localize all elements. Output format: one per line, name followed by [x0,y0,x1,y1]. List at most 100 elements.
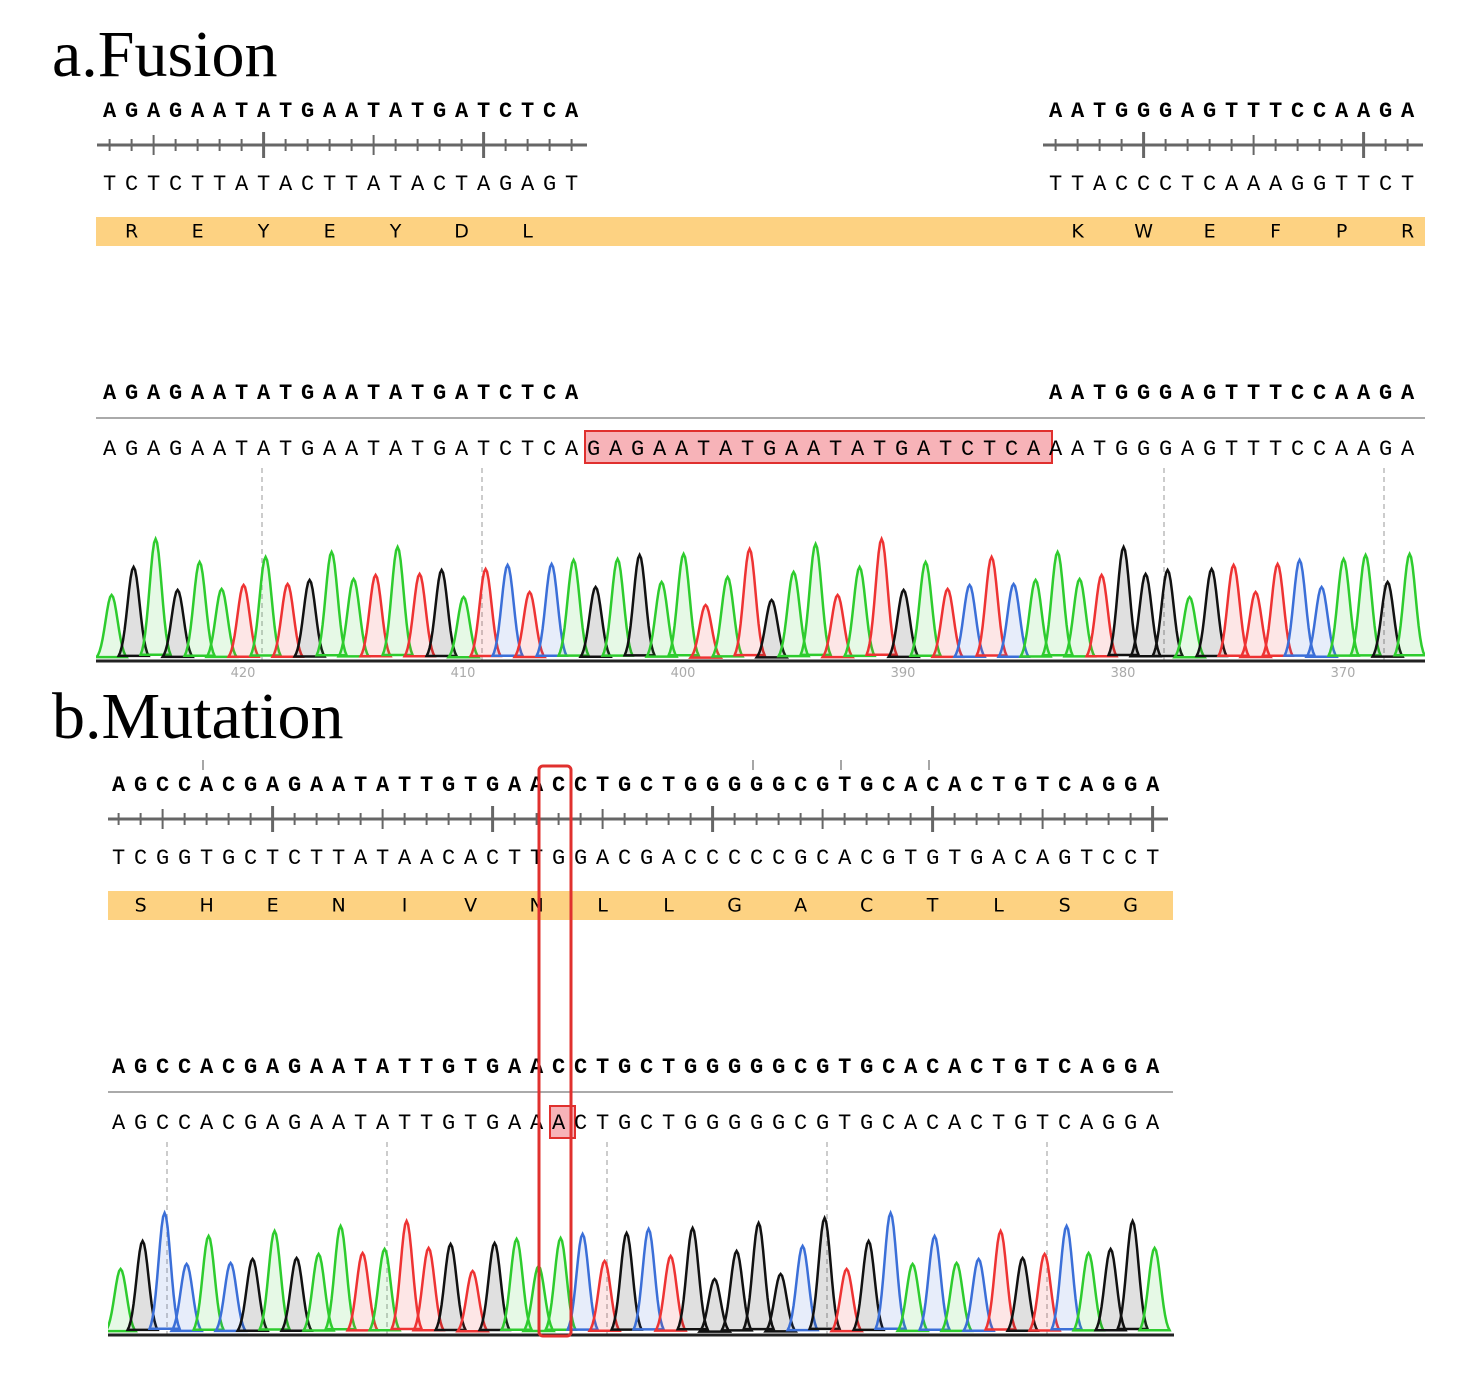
amino-acid: P [1336,221,1347,243]
trace-peak [96,592,129,659]
trace-peak [160,587,195,659]
amino-acid: R [1401,221,1414,243]
amino-acid: W [1134,221,1153,243]
aligned-reference: AATGGGAGTTTCCAAGA [1049,381,1423,406]
amino-acid: L [522,221,533,243]
trace-peak [785,1243,820,1332]
trace-peak [732,545,767,657]
position-label: 410 [451,666,476,681]
trace-peak [807,1214,842,1331]
read-sequence: CTGCTGGGGGCGTGCACACTGTCAGGA [574,1111,1168,1136]
amino-acid: L [993,895,1004,917]
position-label: 400 [671,666,696,681]
trace-peak [829,1266,864,1333]
amino-acid: V [464,895,477,917]
panel-title: b.Mutation [52,680,344,753]
panel-title: a.Fusion [52,18,278,91]
amino-acid: N [331,895,345,917]
position-label: 390 [891,666,916,681]
amino-acid: R [125,221,138,243]
trace-peak [952,582,987,658]
insertion-highlight [584,430,1053,464]
mutation-panel: AGCCACGAGAATATTGTGAA C CTGCTGGGGGCGTGCACAC… [108,760,1174,1337]
trace-peak [754,598,789,659]
trace-peak [1392,550,1425,657]
amino-acid: N [529,895,543,917]
amino-acid: I [402,895,408,917]
trace-peak [1238,589,1273,659]
trace-peak [675,1224,710,1331]
read-variant: A [552,1111,574,1136]
trace-peak [1084,572,1119,658]
amino-acid: L [597,895,608,917]
trace-peak [1137,1245,1172,1332]
trace-peak [235,1256,270,1332]
reference-top-strand: AATGGGAGTTTCCAAGA [1049,99,1423,124]
translation-bar [108,891,1173,920]
trace-peak [798,540,833,657]
trace-peak [820,592,855,659]
amino-acid: T [926,895,939,917]
position-label: 370 [1331,666,1356,681]
trace-peak [587,1258,622,1333]
amino-acid: E [267,895,279,917]
amino-acid: S [135,895,147,917]
trace-peak [446,594,481,659]
trace-peak [455,1268,490,1333]
amino-acid: K [1071,221,1084,243]
trace-peak [776,569,811,658]
read-sequence: AGCCACGAGAATATTGTGAA [112,1111,552,1136]
translation-bar [96,217,1425,246]
trace-peak [688,603,724,659]
amino-acid: A [794,895,807,917]
read-sequence: AATGGGAGTTTCCAAGA [1049,437,1423,462]
amino-acid: E [1204,221,1216,243]
trace-peak [1172,594,1207,659]
trace-peak [578,584,613,659]
trace-peak [108,1266,138,1333]
trace-peak [864,535,899,656]
trace-peak [961,1256,996,1332]
trace-peak [719,1248,754,1332]
trace-peak [710,574,745,658]
trace-peak [1027,1251,1062,1332]
reference-bottom-strand: TCTCTTATACTTATACTAGAGT [103,172,587,197]
trace-peak [1370,579,1405,658]
trace-peak [147,1209,182,1330]
read-sequence: AGAGAATATGAATATGATCTCA [103,437,587,462]
amino-acid: E [192,221,204,243]
trace-peak [292,577,327,658]
trace-peak [644,579,679,658]
reference-bottom-strand: TTACCCTCAAAGGTTCT [1049,172,1423,197]
aligned-reference: AGCCACGAGAATATTGTGAACCTGCTGGGGGCGTGCACAC… [112,1055,1168,1080]
amino-acid: C [860,895,873,917]
trace-peak [512,589,547,659]
trace-peak [169,1261,204,1333]
trace-peak [226,582,261,658]
trace-peak [1093,1246,1128,1332]
amino-acid: G [1123,895,1138,917]
amino-acid: H [199,895,213,917]
trace-peak [763,1272,798,1333]
trace-peak [666,550,701,657]
amino-acid: F [1270,221,1281,243]
variant-column-box [537,764,573,1338]
trace-peak [653,1253,688,1332]
trace-peak [1304,584,1339,659]
amino-acid: G [727,895,742,917]
amino-acid: S [1059,895,1071,917]
trace-peak [741,1219,776,1331]
position-label: 380 [1111,666,1136,681]
amino-acid: E [324,221,336,243]
trace-peak [1018,577,1053,658]
reference-top-strand: AGCCACGAGAATATTGTGAACCTGCTGGGGGCGTGCACAC… [112,773,1168,798]
amino-acid: D [454,221,469,243]
trace-peak [895,1261,930,1333]
amino-acid: L [663,895,674,917]
amino-acid: Y [389,221,402,243]
aligned-reference: AGAGAATATGAATATGATCTCA [103,381,587,406]
amino-acid: Y [257,221,270,243]
reference-top-strand: AGAGAATATGAATATGATCTCA [103,99,587,124]
position-label: 420 [231,666,256,681]
